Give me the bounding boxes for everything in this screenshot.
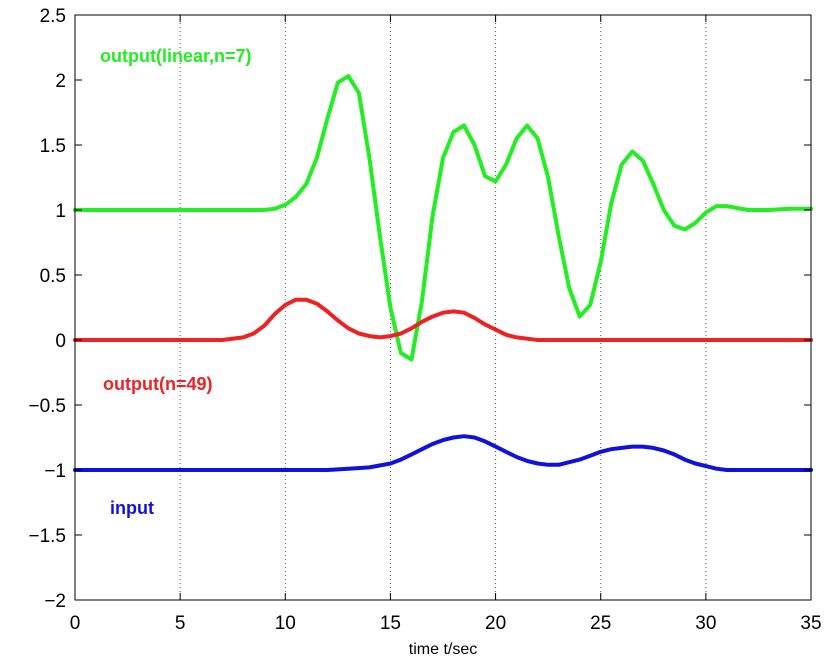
series-line-output-n-49 — [73, 297, 813, 342]
annotation-output-n49: output(n=49) — [103, 374, 213, 394]
plot-background — [75, 15, 811, 600]
series-line-output-linear-n-7 — [73, 74, 813, 362]
y-tick-label: 2 — [55, 71, 66, 92]
y-tick-label: −2 — [44, 591, 66, 612]
x-tick-label: 15 — [380, 613, 401, 634]
axis-ticks: 0 5 10 15 20 25 30 35 −2 −1.5 −1 −0.5 0 0.5 1 1.5 2 2.5 — [28, 6, 821, 634]
x-tick-label: 20 — [485, 613, 506, 634]
y-tick-label: −1 — [44, 461, 66, 482]
series-lines — [73, 74, 813, 472]
y-tick-label: −1.5 — [28, 526, 66, 547]
y-tick-label: 2.5 — [40, 6, 66, 27]
x-tick-label: 10 — [275, 613, 296, 634]
y-tick-label: 1.5 — [40, 136, 66, 157]
y-tick-label: −0.5 — [28, 396, 66, 417]
x-tick-label: 0 — [70, 613, 81, 634]
y-tick-label: 1 — [55, 201, 66, 222]
annotation-input: input — [110, 498, 154, 518]
series-line-input — [73, 434, 813, 472]
x-axis-label: time t/sec — [409, 641, 477, 658]
x-tick-label: 25 — [590, 613, 611, 634]
plot-frame — [74, 14, 812, 601]
x-tick-label: 5 — [175, 613, 186, 634]
x-tick-label: 35 — [800, 613, 821, 634]
y-tick-label: 0.5 — [40, 266, 66, 287]
annotation-output-linear: output(linear,n=7) — [100, 46, 252, 66]
x-tick-label: 30 — [695, 613, 716, 634]
y-tick-label: 0 — [55, 331, 66, 352]
